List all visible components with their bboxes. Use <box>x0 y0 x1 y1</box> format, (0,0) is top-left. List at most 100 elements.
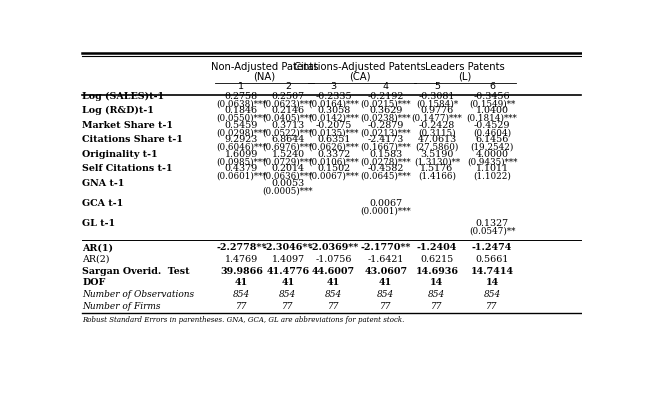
Text: 0.3372: 0.3372 <box>317 150 350 158</box>
Text: (1.3130)**: (1.3130)** <box>414 157 460 166</box>
Text: AR(2): AR(2) <box>82 254 110 263</box>
Text: -1.0756: -1.0756 <box>315 254 352 263</box>
Text: (0.0142)***: (0.0142)*** <box>308 113 359 122</box>
Text: Citations-Adjusted Patents: Citations-Adjusted Patents <box>294 62 426 72</box>
Text: Log (R&D)t-1: Log (R&D)t-1 <box>82 106 154 115</box>
Text: 0.6215: 0.6215 <box>421 254 454 263</box>
Text: 854: 854 <box>325 290 342 298</box>
Text: (0.1667)***: (0.1667)*** <box>360 142 411 152</box>
Text: 6: 6 <box>489 82 495 91</box>
Text: -0.2192: -0.2192 <box>367 91 404 101</box>
Text: 1.5240: 1.5240 <box>271 150 305 158</box>
Text: Log (SALES)t-1: Log (SALES)t-1 <box>82 91 164 101</box>
Text: (0.0067)***: (0.0067)*** <box>308 172 359 180</box>
Text: -2.3046**: -2.3046** <box>263 243 313 251</box>
Text: (0.0135)***: (0.0135)*** <box>309 128 359 137</box>
Text: (0.1549)**: (0.1549)** <box>469 99 515 108</box>
Text: Citations Share t-1: Citations Share t-1 <box>82 135 183 144</box>
Text: 0.2014: 0.2014 <box>272 164 305 173</box>
Text: -0.3456: -0.3456 <box>474 91 510 101</box>
Text: 0.2507: 0.2507 <box>271 91 305 101</box>
Text: 1.4769: 1.4769 <box>225 254 258 263</box>
Text: Number of Observations: Number of Observations <box>82 290 195 298</box>
Text: -1.2474: -1.2474 <box>472 243 512 251</box>
Text: 1.6099: 1.6099 <box>225 150 258 158</box>
Text: 0.1846: 0.1846 <box>225 106 258 115</box>
Text: 1.4097: 1.4097 <box>271 254 305 263</box>
Text: 0.4379: 0.4379 <box>225 164 258 173</box>
Text: (19.2542): (19.2542) <box>470 142 514 152</box>
Text: 9.2923: 9.2923 <box>225 135 258 144</box>
Text: 4.0000: 4.0000 <box>476 150 509 158</box>
Text: 854: 854 <box>377 290 395 298</box>
Text: 14: 14 <box>485 277 499 287</box>
Text: (0.0278)***: (0.0278)*** <box>360 157 411 166</box>
Text: (0.0636)***: (0.0636)*** <box>263 172 313 180</box>
Text: 4: 4 <box>383 82 389 91</box>
Text: -1.2404: -1.2404 <box>417 243 457 251</box>
Text: 41: 41 <box>235 277 248 287</box>
Text: 0.3713: 0.3713 <box>271 121 305 130</box>
Text: -2.4173: -2.4173 <box>367 135 404 144</box>
Text: 0.3629: 0.3629 <box>369 106 402 115</box>
Text: -0.2335: -0.2335 <box>315 91 352 101</box>
Text: 1.1011: 1.1011 <box>476 164 509 173</box>
Text: 3.5190: 3.5190 <box>420 150 454 158</box>
Text: -2.2778**: -2.2778** <box>216 243 267 251</box>
Text: -1.6421: -1.6421 <box>367 254 404 263</box>
Text: 5: 5 <box>434 82 440 91</box>
Text: (1.1022): (1.1022) <box>473 172 511 180</box>
Text: DOF: DOF <box>82 277 105 287</box>
Text: 41: 41 <box>379 277 392 287</box>
Text: (0.0623)***: (0.0623)*** <box>263 99 313 108</box>
Text: (0.0547)**: (0.0547)** <box>469 226 515 235</box>
Text: 77: 77 <box>328 301 339 310</box>
Text: -2.0369**: -2.0369** <box>309 243 358 251</box>
Text: 39.9866: 39.9866 <box>220 266 263 275</box>
Text: (1.4166): (1.4166) <box>418 172 456 180</box>
Text: 43.0607: 43.0607 <box>364 266 408 275</box>
Text: 14.7414: 14.7414 <box>470 266 514 275</box>
Text: Market Share t-1: Market Share t-1 <box>82 121 173 130</box>
Text: (0.0164)***: (0.0164)*** <box>308 99 359 108</box>
Text: 0.9776: 0.9776 <box>421 106 454 115</box>
Text: 854: 854 <box>280 290 296 298</box>
Text: 77: 77 <box>431 301 443 310</box>
Text: (0.0106)***: (0.0106)*** <box>308 157 359 166</box>
Text: (0.1584)*: (0.1584)* <box>416 99 458 108</box>
Text: 3: 3 <box>331 82 336 91</box>
Text: (0.6976)***: (0.6976)*** <box>263 142 313 152</box>
Text: 0.5661: 0.5661 <box>476 254 509 263</box>
Text: (0.1477)***: (0.1477)*** <box>411 113 462 122</box>
Text: Number of Firms: Number of Firms <box>82 301 161 310</box>
Text: 0.2146: 0.2146 <box>271 106 305 115</box>
Text: (27.5860): (27.5860) <box>415 142 459 152</box>
Text: (0.0550)***: (0.0550)*** <box>216 113 267 122</box>
Text: -0.4582: -0.4582 <box>367 164 404 173</box>
Text: (0.0638)***: (0.0638)*** <box>216 99 267 108</box>
Text: GL t-1: GL t-1 <box>82 219 116 228</box>
Text: (CA): (CA) <box>349 71 371 81</box>
Text: (0.0298)***: (0.0298)*** <box>216 128 267 137</box>
Text: (0.3115): (0.3115) <box>418 128 455 137</box>
Text: 41.4776: 41.4776 <box>267 266 309 275</box>
Text: (0.9435)***: (0.9435)*** <box>467 157 517 166</box>
Text: -0.2879: -0.2879 <box>367 121 404 130</box>
Text: (0.0215)***: (0.0215)*** <box>360 99 411 108</box>
Text: (0.6046)***: (0.6046)*** <box>216 142 267 152</box>
Text: 0.5459: 0.5459 <box>225 121 258 130</box>
Text: (0.0213)***: (0.0213)*** <box>360 128 411 137</box>
Text: GCA t-1: GCA t-1 <box>82 198 124 208</box>
Text: Leaders Patents: Leaders Patents <box>424 62 505 72</box>
Text: 1: 1 <box>238 82 245 91</box>
Text: 77: 77 <box>380 301 391 310</box>
Text: 0.1327: 0.1327 <box>476 219 509 228</box>
Text: 77: 77 <box>487 301 498 310</box>
Text: (NA): (NA) <box>254 71 276 81</box>
Text: (0.0005)***: (0.0005)*** <box>263 186 313 195</box>
Text: -0.2075: -0.2075 <box>315 121 352 130</box>
Text: 0.0067: 0.0067 <box>369 198 402 208</box>
Text: (0.0985)***: (0.0985)*** <box>216 157 267 166</box>
Text: 6.8644: 6.8644 <box>271 135 305 144</box>
Text: 0.6351: 0.6351 <box>317 135 350 144</box>
